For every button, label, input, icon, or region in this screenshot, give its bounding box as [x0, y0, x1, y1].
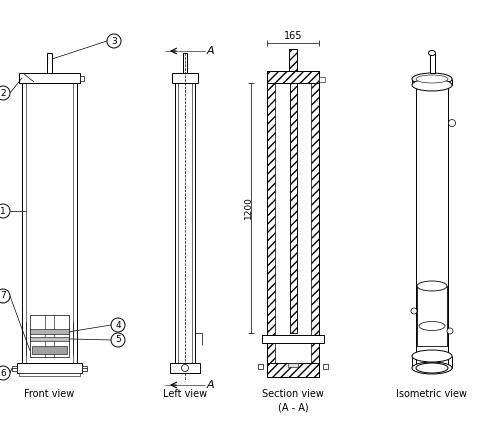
Bar — [32, 346, 67, 354]
Bar — [30, 337, 69, 341]
Bar — [430, 53, 434, 73]
Ellipse shape — [417, 281, 447, 291]
Bar — [267, 83, 319, 363]
Circle shape — [0, 86, 10, 100]
Circle shape — [111, 333, 125, 347]
Text: 7: 7 — [0, 292, 6, 300]
Bar — [22, 83, 77, 363]
Bar — [262, 335, 324, 343]
Bar — [170, 363, 200, 373]
Bar — [17, 363, 82, 373]
Bar — [30, 315, 69, 357]
Bar — [175, 83, 195, 363]
Text: 4: 4 — [115, 321, 121, 329]
Text: 1200: 1200 — [244, 197, 252, 220]
Bar — [267, 71, 319, 83]
Bar — [30, 329, 69, 334]
Circle shape — [111, 318, 125, 332]
Bar — [82, 366, 87, 371]
Text: 165: 165 — [284, 31, 302, 41]
Bar — [267, 363, 319, 377]
Text: Front view: Front view — [24, 389, 74, 399]
Bar — [267, 83, 275, 363]
Bar — [258, 364, 263, 369]
Bar — [47, 53, 52, 73]
Circle shape — [411, 308, 417, 314]
Ellipse shape — [412, 350, 452, 362]
Bar — [323, 364, 328, 369]
Ellipse shape — [416, 363, 448, 373]
Ellipse shape — [419, 321, 445, 330]
Bar — [290, 83, 296, 333]
Text: 5: 5 — [115, 336, 121, 344]
Bar — [267, 363, 319, 377]
Circle shape — [0, 204, 10, 218]
Bar — [311, 83, 319, 363]
Bar — [19, 373, 80, 376]
Bar — [172, 73, 198, 83]
Ellipse shape — [416, 75, 448, 83]
Circle shape — [182, 365, 188, 371]
Ellipse shape — [412, 362, 452, 374]
Text: 1: 1 — [0, 206, 6, 216]
Circle shape — [107, 34, 121, 48]
Bar — [288, 363, 298, 367]
Text: Section view: Section view — [262, 389, 324, 399]
Bar — [319, 77, 325, 82]
Bar — [289, 49, 297, 71]
Circle shape — [448, 120, 456, 127]
Circle shape — [0, 289, 10, 303]
Circle shape — [447, 328, 453, 334]
Text: 2: 2 — [0, 89, 6, 97]
Bar — [417, 286, 447, 346]
Bar — [80, 76, 84, 81]
Text: A: A — [207, 380, 214, 390]
Text: Left view: Left view — [163, 389, 207, 399]
Bar — [19, 73, 80, 83]
Text: Isometric view: Isometric view — [396, 389, 468, 399]
Bar — [290, 83, 296, 333]
Bar — [267, 71, 319, 83]
Ellipse shape — [428, 51, 436, 56]
Text: 6: 6 — [0, 369, 6, 377]
Text: A: A — [207, 46, 214, 56]
Bar — [12, 366, 17, 371]
Text: 3: 3 — [111, 37, 117, 45]
Bar — [183, 53, 187, 73]
Ellipse shape — [412, 79, 452, 91]
Text: (A - A): (A - A) — [278, 403, 308, 413]
Ellipse shape — [412, 73, 452, 85]
Circle shape — [0, 366, 10, 380]
